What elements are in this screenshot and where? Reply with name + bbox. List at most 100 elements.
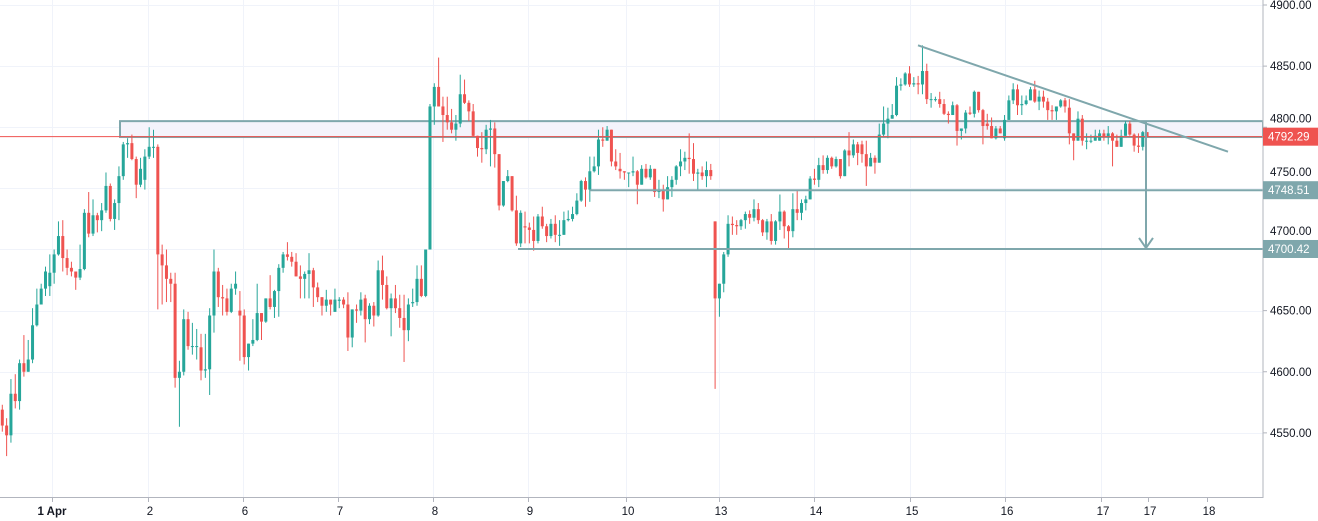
candle bbox=[769, 214, 773, 245]
candle bbox=[126, 138, 130, 158]
candle bbox=[571, 206, 575, 222]
candle-body bbox=[372, 305, 376, 316]
candle bbox=[493, 122, 497, 168]
candle bbox=[908, 66, 911, 87]
resistance-zone[interactable] bbox=[119, 120, 1264, 139]
candle-body bbox=[203, 369, 207, 371]
candle bbox=[748, 210, 752, 224]
candle-body bbox=[1124, 123, 1127, 136]
candle-body bbox=[484, 129, 488, 150]
price-tick-label: 4550.00 bbox=[1270, 428, 1312, 440]
candle bbox=[337, 297, 341, 309]
drawings[interactable] bbox=[0, 44, 1263, 250]
candle-body bbox=[56, 236, 60, 255]
candle bbox=[1119, 129, 1123, 147]
candle bbox=[186, 311, 190, 350]
candle-body bbox=[247, 343, 251, 358]
candle-body bbox=[609, 129, 613, 162]
candle-body bbox=[393, 298, 397, 309]
candle-body bbox=[13, 393, 17, 402]
time-tick-label: 15 bbox=[906, 506, 919, 518]
candle-body bbox=[471, 111, 475, 136]
candle-body bbox=[337, 299, 341, 301]
candle bbox=[977, 91, 981, 113]
candle bbox=[752, 199, 756, 222]
candle-body bbox=[661, 189, 665, 200]
candle bbox=[1054, 106, 1058, 120]
price-tags: 4748.51 4700.42 4792.29 bbox=[1263, 127, 1318, 258]
candle-body bbox=[739, 220, 743, 227]
price-axis[interactable] bbox=[1263, 0, 1318, 521]
candle bbox=[890, 104, 894, 119]
candle bbox=[916, 75, 920, 95]
candle bbox=[661, 184, 665, 212]
candle-body bbox=[795, 209, 799, 213]
candle-body bbox=[1093, 135, 1097, 141]
candle bbox=[985, 113, 989, 130]
candle bbox=[821, 155, 825, 174]
candle bbox=[104, 172, 108, 213]
candle bbox=[225, 288, 229, 316]
candle-body bbox=[463, 94, 467, 103]
candle bbox=[74, 271, 78, 290]
candle bbox=[1037, 90, 1041, 111]
candle-body bbox=[890, 115, 894, 119]
candle bbox=[778, 194, 782, 230]
candle-body bbox=[959, 128, 963, 131]
candle-body bbox=[1063, 100, 1067, 107]
candle bbox=[346, 292, 350, 351]
candle-body bbox=[683, 157, 687, 162]
candle-body bbox=[126, 143, 130, 145]
candle bbox=[432, 83, 436, 125]
candle-body bbox=[579, 181, 583, 201]
candle-body bbox=[985, 123, 989, 127]
candle bbox=[212, 249, 216, 333]
candle bbox=[959, 128, 963, 140]
candle-body bbox=[981, 110, 985, 127]
candle-body bbox=[730, 223, 734, 226]
candle-body bbox=[1054, 106, 1058, 112]
candle bbox=[553, 215, 557, 243]
price-axis-labels: 4900.00 4850.00 4800.00 4750.00 4700.00 4650.… bbox=[1263, 0, 1312, 440]
candle bbox=[994, 126, 998, 140]
candle bbox=[679, 149, 683, 177]
price-tick-label: 4700.00 bbox=[1270, 226, 1312, 238]
price-tag-4700-label: 4700.42 bbox=[1268, 244, 1310, 256]
candle-body bbox=[1024, 100, 1028, 105]
candle-body bbox=[540, 216, 544, 227]
candle-body bbox=[631, 171, 635, 173]
candle bbox=[329, 299, 333, 316]
candle bbox=[1072, 133, 1076, 161]
candle bbox=[631, 156, 635, 177]
candle-body bbox=[26, 359, 30, 372]
candle-body bbox=[1145, 132, 1149, 137]
candle bbox=[277, 264, 281, 317]
candle-body bbox=[480, 148, 484, 150]
candle bbox=[238, 291, 242, 361]
candle-body bbox=[1067, 107, 1071, 134]
candle bbox=[1028, 86, 1032, 101]
candle-body bbox=[605, 129, 609, 141]
candle-body bbox=[942, 104, 946, 114]
candle-body bbox=[437, 86, 441, 107]
price-tick-label: 4600.00 bbox=[1270, 367, 1312, 379]
last-price-tag-label: 4792.29 bbox=[1268, 132, 1310, 144]
candle bbox=[393, 284, 397, 314]
candle bbox=[152, 129, 155, 158]
candle bbox=[1007, 95, 1011, 120]
candle-body bbox=[242, 315, 246, 358]
candle-body bbox=[968, 112, 972, 114]
time-axis[interactable] bbox=[0, 498, 1263, 521]
time-axis-labels: 1 Apr 2 6 7 8 9 10 13 14 15 16 17 17 18 bbox=[38, 498, 1215, 518]
candle bbox=[463, 79, 467, 105]
candle-body bbox=[519, 212, 523, 244]
candle-body bbox=[972, 91, 976, 114]
candle bbox=[545, 223, 549, 243]
candle-body bbox=[1115, 140, 1119, 147]
candle bbox=[925, 63, 929, 105]
candle bbox=[18, 359, 22, 410]
candle-body bbox=[536, 216, 540, 241]
candle-body bbox=[618, 168, 622, 172]
candle-body bbox=[152, 146, 155, 148]
